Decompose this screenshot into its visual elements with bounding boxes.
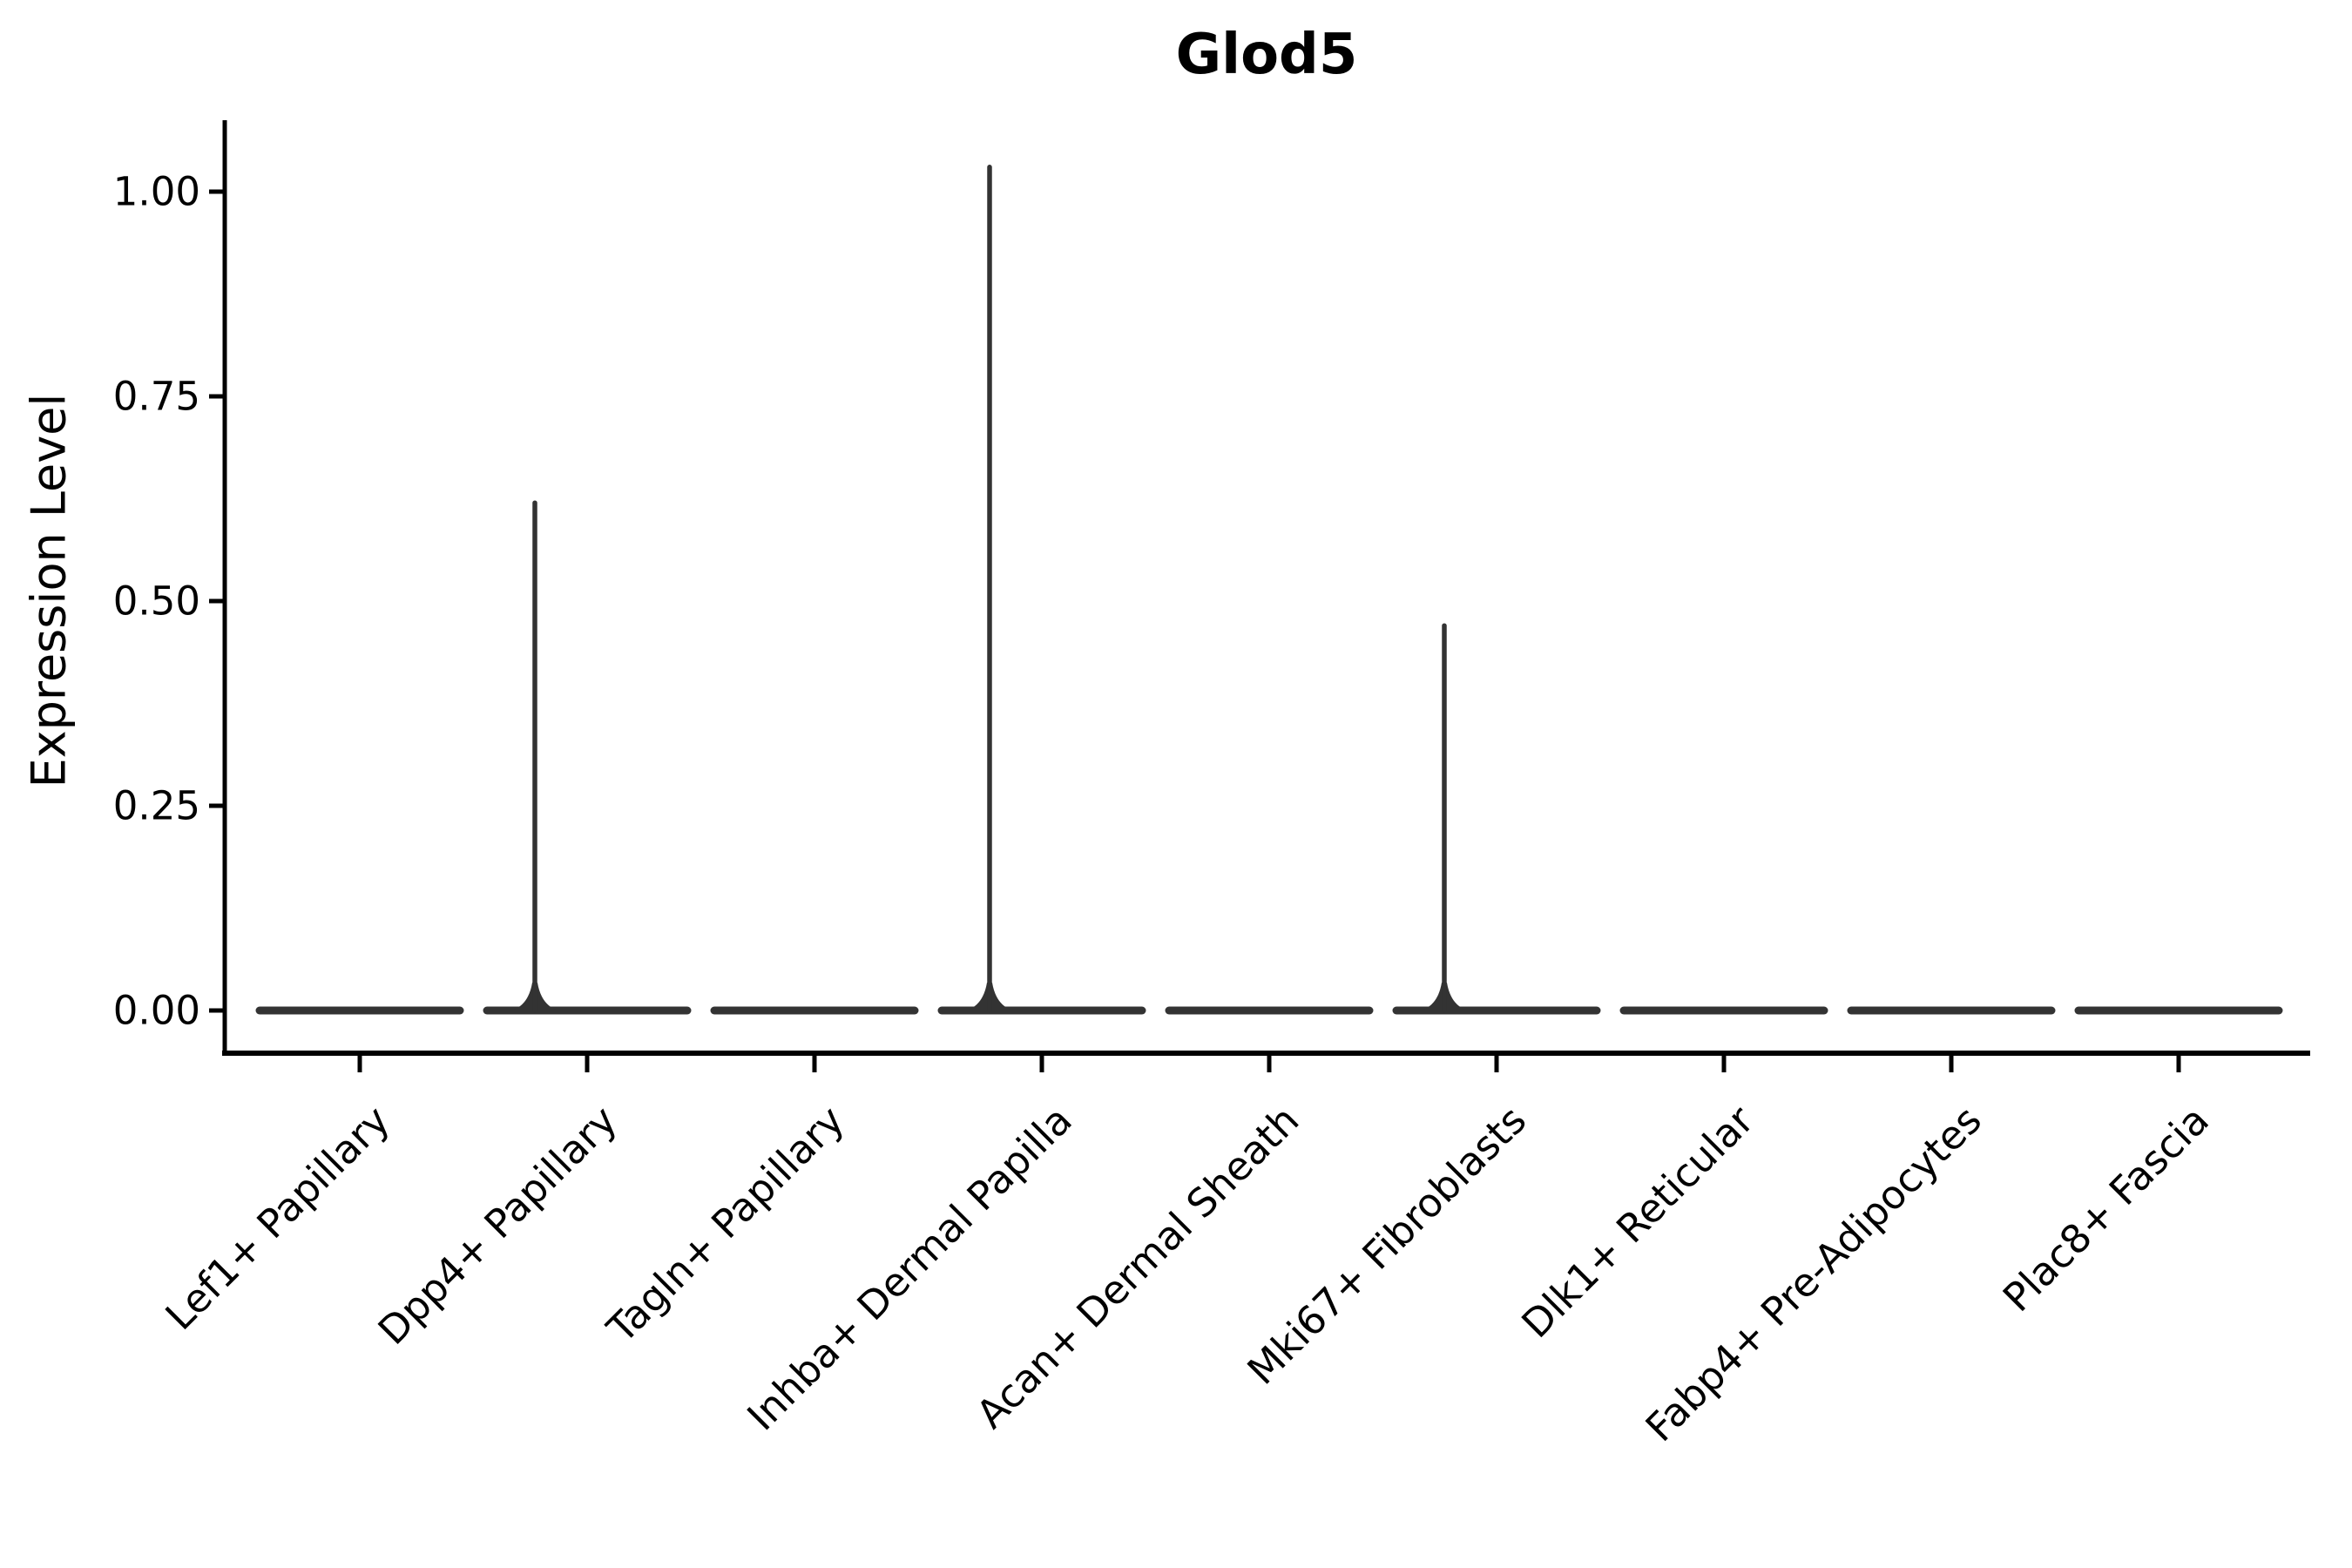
y-tick-label: 0.25	[112, 782, 200, 829]
plot-title: Glod5	[1175, 23, 1358, 87]
y-tick-label: 0.75	[112, 373, 200, 420]
y-tick-label: 0.50	[112, 578, 200, 625]
y-tick-label: 0.00	[112, 987, 200, 1034]
y-tick-label: 1.00	[112, 168, 200, 215]
